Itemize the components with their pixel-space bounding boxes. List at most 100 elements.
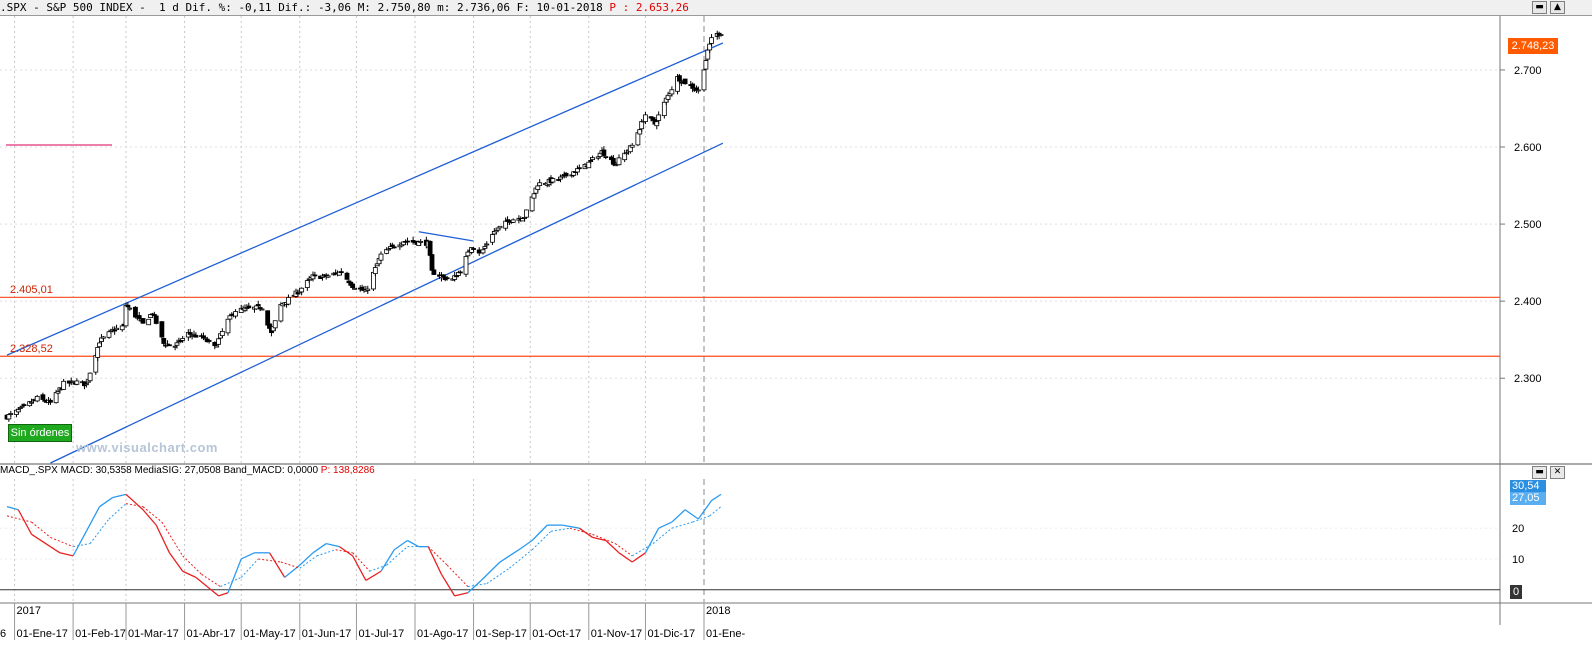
x-tick-label: 01-Abr-17 [187,628,236,640]
macd-line-segment [206,586,219,597]
candle-body [161,338,167,344]
candle-body [286,297,291,305]
candle-body [100,336,106,339]
x-tick-label: 01-Nov-17 [591,628,642,640]
candle-body [338,271,344,274]
candle-body [352,287,357,290]
signal-line-segment [73,543,91,548]
minimize-icon[interactable]: ▬ [1532,1,1547,14]
macd-line-segment [618,552,633,563]
macd-cursor-value: 138,8286 [333,465,375,476]
candle-body [490,234,495,243]
orders-status-badge[interactable]: Sin órdenes [8,424,72,442]
candle-body [431,269,437,275]
signal-line-segment [89,518,110,544]
x-tick-label: 01-Sep-17 [476,628,527,640]
candle-body [214,345,220,348]
signal-line-segment [6,515,32,523]
macd-line-segment [631,552,646,563]
macd-line-segment [658,521,673,529]
candle-body [484,243,490,246]
macd-line-segment [365,570,382,582]
macd-line-segment [339,546,354,557]
short-trendline [418,231,474,242]
macd-line-segment [99,496,114,508]
candle-body [8,413,14,415]
candle-body [576,167,582,170]
candle-body [187,332,193,335]
candle-body [707,43,713,51]
macd-line-segment [592,536,606,542]
change-value: -3,06 [317,1,352,14]
candle-body [159,321,165,338]
lower-level-label: 2.328,52 [10,343,53,355]
macd-y-tick-label: 10 [1512,554,1524,566]
macd-line-segment [326,542,340,548]
macd-line-segment [440,573,456,597]
candle-body [216,338,221,345]
candle-body [586,161,592,169]
candle-body [703,60,709,70]
macd-line-segment [531,524,548,541]
macd-header: MACD_.SPX MACD: 30,5358 MediaSIG: 27,050… [0,465,375,479]
candle-body [365,288,371,291]
x-tick-label: 01-Jul-17 [358,628,404,640]
macd-line-segment [240,552,255,560]
candle-body [535,185,541,190]
cursor-value: 2.653,26 [635,1,689,14]
macd-line-segment [269,552,286,578]
signal-line-segment [161,521,184,557]
signal-line-segment [50,536,74,548]
macd-value-box: 30,54 [1510,480,1546,493]
signal-line-segment [182,555,202,575]
macd-name: MACD_.SPX [0,465,58,476]
candle-body [219,330,225,337]
candle-body [74,380,80,385]
band-value: 0,0000 [287,465,319,476]
candle-body [61,380,67,390]
signal-line-segment [614,543,633,557]
x-tick-label: 01-Ene-17 [17,628,68,640]
x-tick-label: 01-Feb-17 [75,628,126,640]
candle-body [378,253,384,261]
candle-body [391,246,397,249]
candle-body [471,248,476,250]
candle-body [550,178,556,183]
macd-line-segment [168,552,184,572]
y-tick-label: 2.400 [1514,296,1542,308]
macd-line-segment [454,592,469,597]
signal-value-box: 27,05 [1510,492,1546,505]
macd-close-icon[interactable]: ✕ [1550,466,1565,479]
candle-body [246,305,252,309]
macd-line-segment [112,493,127,499]
last-price-box: 2.748,23 [1508,38,1558,54]
candle-body [233,311,238,317]
candle-body [718,34,724,36]
macd-line-segment [155,524,171,554]
candle-body [174,342,180,346]
x-tick-label: 01-Dic-17 [647,628,695,640]
candle-body [497,225,503,229]
y-tick-label: 2.500 [1514,219,1542,231]
signal-line-segment [386,546,408,566]
candle-body [695,89,701,92]
candle-body [167,344,172,347]
period-label: 1 d [158,1,179,14]
signal-line-segment [142,506,163,523]
change-pct-label: Dif. %: [185,1,232,14]
candle-body [529,196,535,212]
chart-header: .SPX - S&P 500 INDEX - 1 d Dif. %: -0,11… [0,0,1592,16]
x-tick-label: 01-Jun-17 [302,628,352,640]
max-label: M: [357,1,371,14]
candle-body [151,313,157,316]
candle-body [304,280,310,288]
restore-icon[interactable]: ▲ [1550,1,1565,14]
candle-body [616,157,622,166]
macd-minimize-icon[interactable]: ▬ [1532,466,1547,479]
candle-body [119,325,125,331]
candle-body [95,347,101,358]
candle-body [21,404,27,406]
signal-line-segment [550,527,570,532]
macd-line-segment [499,549,520,563]
candle-body [153,315,159,324]
